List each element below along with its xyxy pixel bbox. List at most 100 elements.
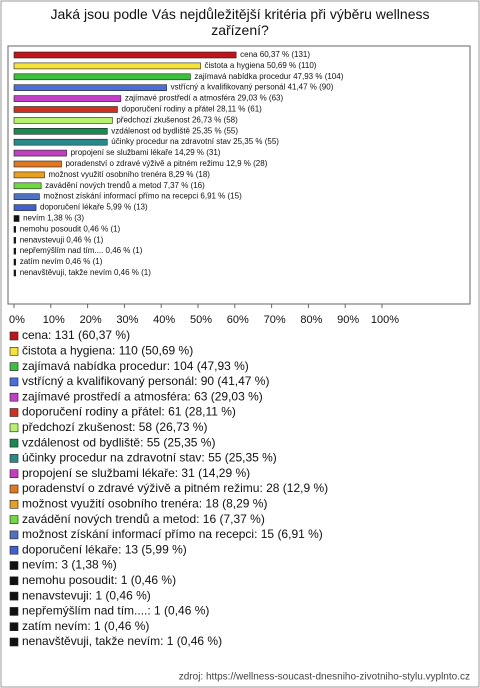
- x-tick-label: 80%: [300, 314, 322, 326]
- bar-label: nenavštěvuji, takže nevím 0,46 % (1): [20, 268, 152, 277]
- value-label: 41,47 % (90): [288, 83, 334, 92]
- x-tick-label: 100%: [371, 314, 399, 326]
- bar-label: poradenství o zdravé výživě a pitném rež…: [65, 159, 267, 168]
- legend-label: zavádění nových trendů a metod: 16 (7,37…: [22, 512, 265, 526]
- value-label: 0,46 % (1): [66, 257, 103, 266]
- legend-label: vzdálenost od bydliště: 55 (25,35 %): [22, 435, 215, 449]
- category-label: cena: [240, 50, 258, 59]
- bar: [13, 160, 62, 168]
- value-label: 0,46 % (1): [66, 235, 103, 244]
- x-tick-label: 90%: [337, 314, 359, 326]
- bar: [13, 117, 113, 124]
- legend-swatch: [9, 591, 19, 601]
- category-label: vstřícný a kvalifikovaný personál: [171, 83, 286, 92]
- bar-label: zavádění nových trendů a metod 7,37 % (1…: [45, 181, 205, 190]
- x-tick-label: 30%: [116, 314, 138, 326]
- legend-swatch: [9, 346, 19, 356]
- value-label: 1,38 % (3): [47, 214, 84, 223]
- value-label: 28,11 % (61): [217, 105, 263, 114]
- value-label: 5,99 % (13): [106, 203, 148, 212]
- bar-label: čistota a hygiena 50,69 % (110): [205, 61, 317, 70]
- legend-label: účinky procedur na zdravotní stav: 55 (2…: [22, 451, 277, 465]
- legend-swatch: [9, 545, 19, 555]
- legend-label: nevím: 3 (1,38 %): [22, 558, 117, 572]
- legend-label: poradenství o zdravé výživě a pitném rež…: [22, 481, 328, 495]
- bar: [13, 128, 108, 135]
- bar-label: zajímavá nabídka procedur 47,93 % (104): [194, 72, 343, 81]
- bar-label: účinky procedur na zdravotní stav 25,35 …: [111, 137, 279, 146]
- category-label: zajímavá nabídka procedur: [194, 72, 291, 81]
- legend-swatch: [9, 377, 19, 387]
- bar: [13, 62, 201, 70]
- category-label: nepřemýšlím nad tím....: [20, 246, 104, 255]
- category-label: zajímavé prostředí a atmosféra: [125, 94, 236, 103]
- value-label: 29,03 % (63): [237, 94, 283, 103]
- bar-label: cena 60,37 % (131): [240, 50, 310, 59]
- legend-swatch: [9, 607, 19, 616]
- legend-label: propojení se službami lékaře: 31 (14,29 …: [22, 466, 250, 480]
- legend-swatch: [9, 515, 19, 524]
- legend-label: vstřícný a kvalifikovaný personál: 90 (4…: [22, 374, 269, 388]
- value-label: 47,93 % (104): [293, 72, 344, 81]
- category-label: nemohu posoudit: [20, 225, 82, 234]
- value-label: 7,37 % (16): [163, 181, 205, 190]
- bar: [13, 226, 16, 233]
- category-label: doporučení rodiny a přátel: [121, 105, 214, 114]
- legend-label: doporučení rodiny a přátel: 61 (28,11 %): [22, 405, 236, 419]
- bar-label: zajímavé prostředí a atmosféra 29,03 % (…: [125, 94, 284, 103]
- legend-label: zajímavá nabídka procedur: 104 (47,93 %): [22, 359, 249, 373]
- legend-swatch: [9, 484, 19, 494]
- bar: [13, 204, 37, 211]
- bar-label: nevím 1,38 % (3): [23, 214, 84, 223]
- bar: [13, 258, 16, 266]
- legend-label: zatím nevím: 1 (0,46 %): [22, 619, 149, 633]
- bar: [13, 73, 191, 81]
- bar: [13, 269, 16, 277]
- legend-label: nenavštěvuji, takže nevím: 1 (0,46 %): [22, 634, 222, 648]
- legend-label: nemohu posoudit: 1 (0,46 %): [22, 573, 176, 587]
- bar-label: předchozí zkušenost 26,73 % (58): [116, 116, 238, 125]
- category-label: možnost získání informací přímo na recep…: [43, 192, 198, 201]
- legend-label: možnost získání informací přímo na recep…: [22, 527, 323, 541]
- value-label: 14,29 % (31): [175, 148, 221, 157]
- legend-swatch: [9, 469, 19, 479]
- category-label: propojení se službami lékaře: [71, 148, 173, 157]
- value-label: 6,91 % (15): [200, 192, 242, 201]
- legend-swatch: [9, 637, 19, 647]
- bar-label: nemohu posoudit 0,46 % (1): [20, 225, 121, 234]
- legend-swatch: [9, 499, 19, 509]
- bar: [13, 106, 118, 113]
- legend-swatch: [9, 561, 19, 570]
- category-label: zatím nevím: [20, 257, 64, 266]
- value-label: 25,35 % (55): [233, 137, 279, 146]
- value-label: 12,9 % (28): [226, 159, 268, 168]
- bar: [13, 193, 40, 200]
- legend-swatch: [9, 530, 19, 540]
- legend-label: doporučení lékaře: 13 (5,99 %): [22, 542, 187, 556]
- x-tick-label: 10%: [43, 314, 65, 326]
- legend-label: možnost využití osobního trenéra: 18 (8,…: [22, 496, 267, 510]
- legend-label: cena: 131 (60,37 %): [22, 328, 130, 342]
- bar: [13, 182, 42, 190]
- legend-label: nepřemýšlím nad tím....: 1 (0,46 %): [22, 604, 209, 618]
- legend-swatch: [9, 362, 19, 371]
- category-label: možnost využití osobního trenéra: [49, 170, 167, 179]
- x-tick-label: 50%: [190, 314, 212, 326]
- category-label: účinky procedur na zdravotní stav: [111, 137, 231, 146]
- bar: [13, 51, 237, 59]
- value-label: 0,46 % (1): [106, 246, 143, 255]
- value-label: 26,73 % (58): [192, 116, 238, 125]
- bar: [13, 171, 45, 179]
- legend-swatch: [9, 576, 19, 586]
- value-label: 0,46 % (1): [114, 268, 151, 277]
- legend-label: předchozí zkušenost: 58 (26,73 %): [22, 420, 207, 434]
- bar: [13, 84, 167, 91]
- category-label: poradenství o zdravé výživě a pitném rež…: [65, 159, 223, 168]
- bar: [13, 95, 122, 102]
- bar-label: vzdálenost od bydliště 25,35 % (55): [111, 126, 238, 135]
- source: zdroj: https://wellness-soucast-dnesniho…: [179, 672, 470, 683]
- bar-label: doporučení rodiny a přátel 28,11 % (61): [121, 105, 262, 114]
- bar-label: vstřícný a kvalifikovaný personál 41,47 …: [171, 83, 334, 92]
